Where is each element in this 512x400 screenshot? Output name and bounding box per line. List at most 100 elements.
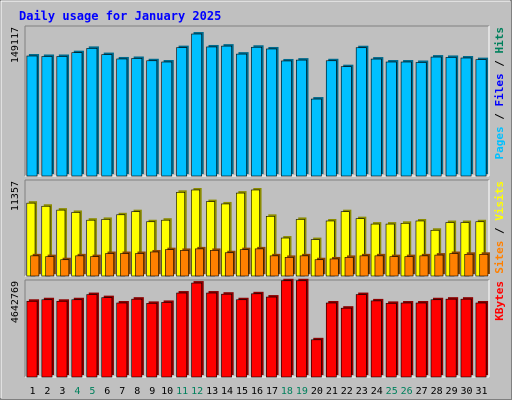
bar-sites-28 [434,254,444,277]
bar-kbytes-27 [415,302,427,378]
bar-kbytes-6 [101,297,113,378]
bar-kbytes-1 [26,300,38,378]
y-max-label: 149117 [10,27,21,63]
day-label: 5 [89,386,95,397]
day-label: 26 [401,386,413,397]
bar-pages-24 [370,58,382,177]
day-label: 15 [236,386,248,397]
bar-sites-1 [30,255,40,277]
bar-pages-30 [460,57,472,177]
bar-kbytes-9 [146,303,158,378]
day-label: 4 [74,386,80,397]
y-max-label: 4642769 [10,281,21,323]
bar-kbytes-12 [191,282,203,378]
bar-kbytes-31 [475,302,487,378]
bar-kbytes-25 [385,303,397,378]
bar-kbytes-5 [86,294,98,378]
day-label: 2 [44,386,50,397]
legend-hits-files-pages: Pages / Files / Hits [493,27,506,160]
bar-pages-4 [71,52,83,177]
day-label: 10 [161,386,173,397]
day-label: 9 [149,386,155,397]
bar-sites-5 [90,256,100,277]
legend-entry: Pages [493,126,506,159]
bar-sites-17 [269,255,279,277]
day-label: 31 [475,386,487,397]
bar-pages-25 [385,61,397,177]
day-label: 3 [59,386,65,397]
bar-sites-29 [449,253,459,277]
day-label: 19 [296,386,308,397]
day-label: 28 [431,386,443,397]
bar-kbytes-13 [206,292,217,378]
bar-kbytes-24 [370,300,382,378]
bar-sites-14 [224,252,234,277]
bar-pages-18 [281,60,292,177]
bar-pages-10 [161,61,173,177]
bar-sites-22 [344,257,354,277]
bar-pages-3 [56,56,68,177]
bar-pages-11 [176,47,188,177]
bar-sites-31 [479,254,489,277]
bar-pages-5 [86,48,98,177]
legend-entry: / [493,54,506,74]
bar-sites-6 [105,253,115,277]
bar-sites-3 [60,259,70,277]
bar-sites-13 [210,250,219,277]
bar-kbytes-8 [131,298,143,378]
bar-pages-17 [266,48,277,177]
y-max-label: 11357 [10,181,21,211]
bar-pages-27 [415,62,427,177]
legend-entry: KBytes [493,281,506,321]
bar-sites-20 [314,259,324,277]
bar-pages-29 [445,57,457,177]
bar-pages-14 [221,45,232,177]
bar-pages-21 [325,60,337,177]
day-label: 1 [29,386,35,397]
day-label: 17 [266,386,278,397]
chart-title: Daily usage for January 2025 [19,9,221,23]
bar-sites-10 [165,249,174,277]
bar-sites-27 [419,255,429,277]
day-label: 23 [356,386,368,397]
bar-pages-9 [146,60,158,177]
day-label: 16 [251,386,263,397]
day-label: 12 [191,386,203,397]
bar-sites-24 [374,255,384,277]
bar-sites-16 [254,248,264,277]
day-label: 25 [386,386,398,397]
bar-sites-21 [329,258,339,277]
bar-sites-12 [195,248,204,277]
day-label: 13 [206,386,218,397]
day-label: 14 [221,386,233,397]
bar-kbytes-4 [71,299,83,378]
bar-pages-19 [296,59,307,177]
bar-pages-8 [131,58,143,177]
legend-entry: Hits [493,27,506,54]
bar-pages-2 [41,56,53,177]
bar-kbytes-14 [221,293,232,378]
bar-sites-15 [239,249,249,277]
day-label: 21 [326,386,338,397]
bar-sites-4 [75,255,85,277]
bar-sites-26 [404,256,414,277]
panel-kbytes: 4642769 KBytes [10,278,506,378]
bar-pages-6 [101,54,113,177]
bar-pages-7 [116,58,128,177]
bar-pages-31 [475,59,487,177]
bar-sites-11 [180,250,189,277]
bar-kbytes-19 [296,280,307,378]
bar-kbytes-15 [236,299,247,378]
bar-pages-13 [206,46,217,177]
bar-sites-18 [284,257,294,277]
bar-kbytes-23 [355,294,367,378]
day-label: 8 [134,386,140,397]
bar-kbytes-11 [176,292,188,378]
bar-pages-28 [430,56,442,177]
day-label: 30 [461,386,473,397]
legend-entry: Visits [493,181,506,221]
bar-kbytes-18 [281,280,292,378]
bar-kbytes-3 [56,300,68,378]
legend-entry: Files [493,73,506,106]
